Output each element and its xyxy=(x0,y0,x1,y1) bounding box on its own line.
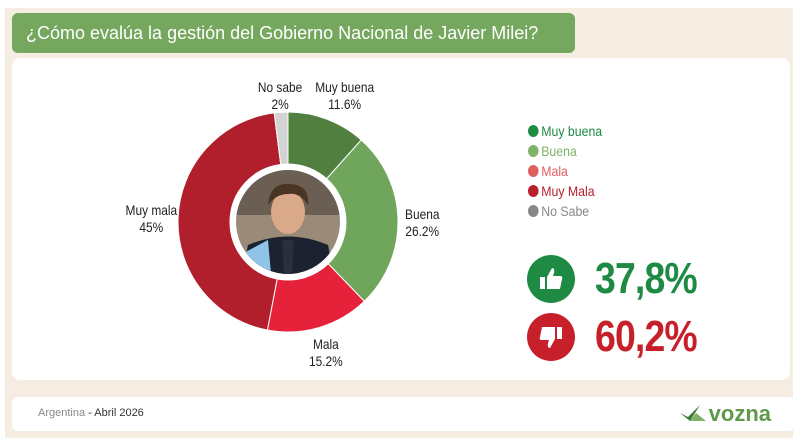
slice-muy-mala xyxy=(177,112,282,331)
label-no-sabe: No sabe 2% xyxy=(257,79,303,112)
thumbs-down-icon xyxy=(527,313,575,361)
bird-icon xyxy=(679,405,706,421)
legend-label: Mala xyxy=(541,163,568,179)
legend-swatch xyxy=(528,205,539,217)
label-buena: Buena 26.2% xyxy=(405,206,440,239)
chart-title: ¿Cómo evalúa la gestión del Gobierno Nac… xyxy=(12,13,575,53)
footer-caption: Argentina - Abril 2026 xyxy=(38,407,144,419)
legend-label: Muy Mala xyxy=(541,183,595,199)
legend-item: Muy Mala xyxy=(528,181,602,201)
negative-value: 60,2% xyxy=(595,312,698,361)
label-mala: Mala 15.2% xyxy=(308,336,343,369)
legend-swatch xyxy=(528,185,539,197)
legend-item: Mala xyxy=(528,161,602,181)
legend-label: Buena xyxy=(541,143,577,159)
negative-summary: 60,2% xyxy=(527,312,715,362)
legend-item: Buena xyxy=(528,141,602,161)
chart-card xyxy=(12,58,790,380)
footer: Argentina - Abril 2026 vozna xyxy=(12,397,795,431)
legend-swatch xyxy=(528,165,539,177)
legend-swatch xyxy=(528,145,539,157)
legend-label: No Sabe xyxy=(541,203,590,219)
slice-buena xyxy=(325,139,399,302)
positive-summary: 37,8% xyxy=(527,254,715,304)
label-muy-buena: Muy buena 11.6% xyxy=(315,79,375,112)
label-muy-mala: Muy mala 45% xyxy=(125,202,178,235)
legend: Muy buena Buena Mala Muy Mala No Sabe xyxy=(528,121,612,221)
thumbs-up-icon xyxy=(527,255,575,303)
legend-swatch xyxy=(528,125,539,137)
brand-logo: vozna xyxy=(679,401,771,427)
legend-label: Muy buena xyxy=(541,123,603,139)
slice-no-sabe xyxy=(273,111,289,166)
legend-item: Muy buena xyxy=(528,121,602,141)
positive-value: 37,8% xyxy=(595,254,698,303)
legend-item: No Sabe xyxy=(528,201,602,221)
